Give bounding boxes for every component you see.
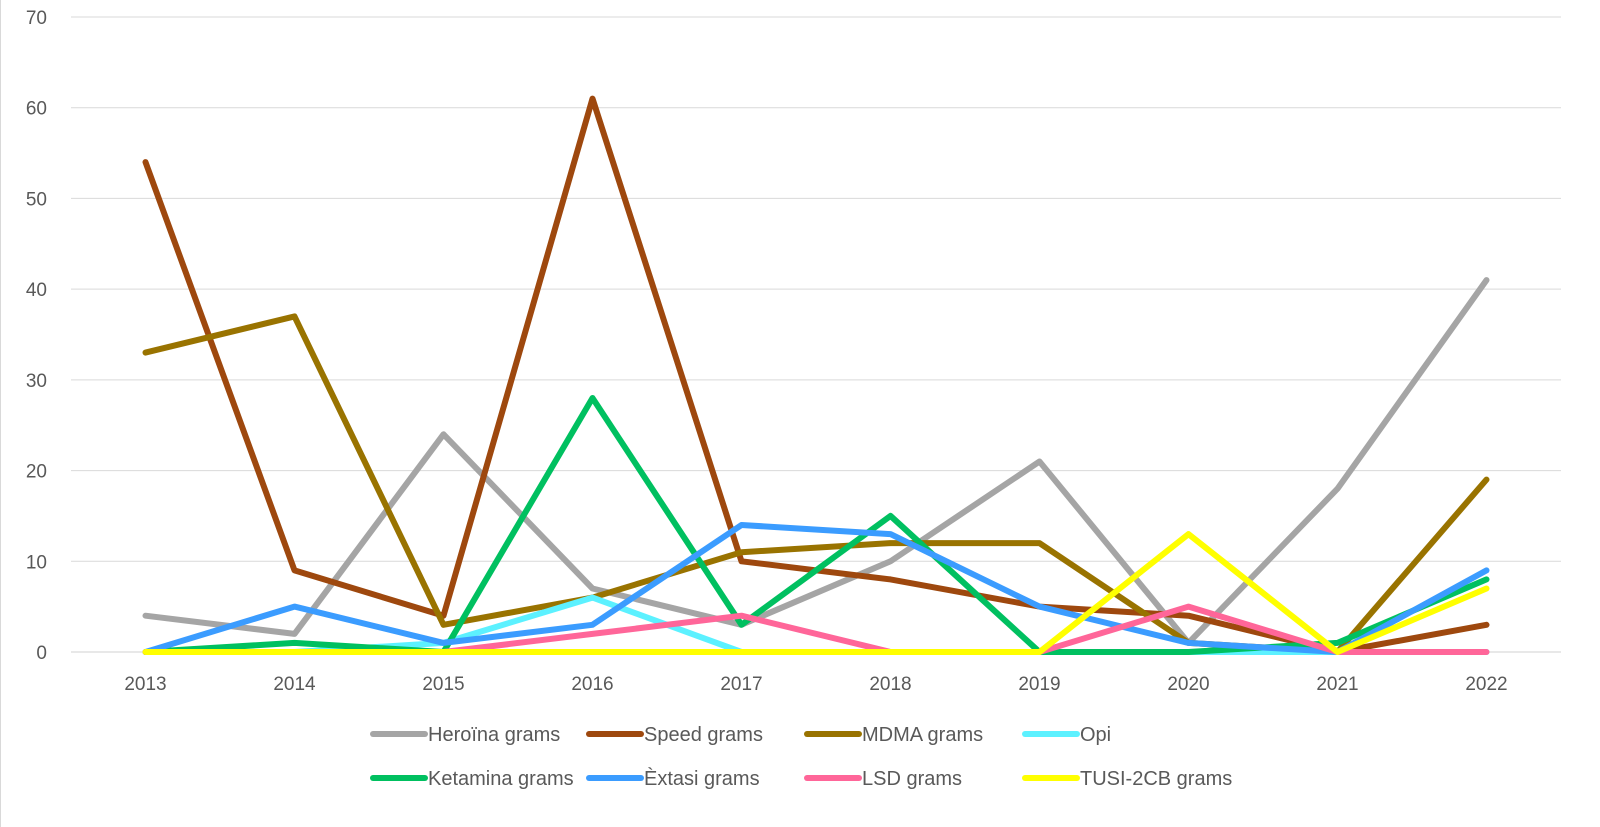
legend-label: Heroïna grams (428, 724, 560, 746)
legend-item: Speed grams (589, 724, 763, 746)
legend-item: Ketamina grams (373, 768, 574, 790)
y-tick-label: 0 (36, 643, 47, 664)
legend: Heroïna grams Speed grams MDMA grams Opi Ket… (373, 724, 1232, 790)
legend-label: Opi (1080, 724, 1111, 746)
x-tick-label: 2014 (273, 674, 316, 695)
gridlines (71, 17, 1561, 652)
x-tick-label: 2021 (1316, 674, 1358, 695)
legend-label: LSD grams (862, 768, 962, 790)
y-tick-label: 60 (26, 99, 47, 120)
legend-label: Speed grams (644, 724, 763, 746)
legend-item: Heroïna grams (373, 724, 560, 746)
x-tick-label: 2015 (422, 674, 464, 695)
x-tick-label: 2022 (1465, 674, 1507, 695)
y-tick-label: 40 (26, 280, 47, 301)
legend-label: MDMA grams (862, 724, 983, 746)
legend-item: LSD grams (807, 768, 962, 790)
x-axis-tick-labels: 2013 2014 2015 2016 2017 2018 2019 2020 2021 2022 (124, 674, 1507, 695)
y-tick-label: 10 (26, 552, 47, 573)
y-axis-tick-labels: 0 10 20 30 40 50 60 70 (26, 8, 47, 664)
y-tick-label: 50 (26, 189, 47, 210)
series-lines (146, 99, 1487, 652)
legend-item: Èxtasi grams (589, 767, 760, 790)
x-tick-label: 2016 (571, 674, 613, 695)
y-tick-label: 30 (26, 371, 47, 392)
legend-item: Opi (1025, 724, 1111, 746)
series-line-2 (146, 316, 1487, 652)
legend-label: TUSI-2CB grams (1080, 768, 1232, 790)
legend-item: MDMA grams (807, 724, 983, 746)
y-tick-label: 20 (26, 462, 47, 483)
x-tick-label: 2013 (124, 674, 166, 695)
x-tick-label: 2017 (720, 674, 762, 695)
x-tick-label: 2018 (869, 674, 911, 695)
y-tick-label: 70 (26, 8, 47, 29)
legend-item: TUSI-2CB grams (1025, 768, 1232, 790)
x-tick-label: 2020 (1167, 674, 1209, 695)
x-tick-label: 2019 (1018, 674, 1060, 695)
legend-label: Ketamina grams (428, 768, 574, 790)
legend-label: Èxtasi grams (644, 767, 760, 790)
